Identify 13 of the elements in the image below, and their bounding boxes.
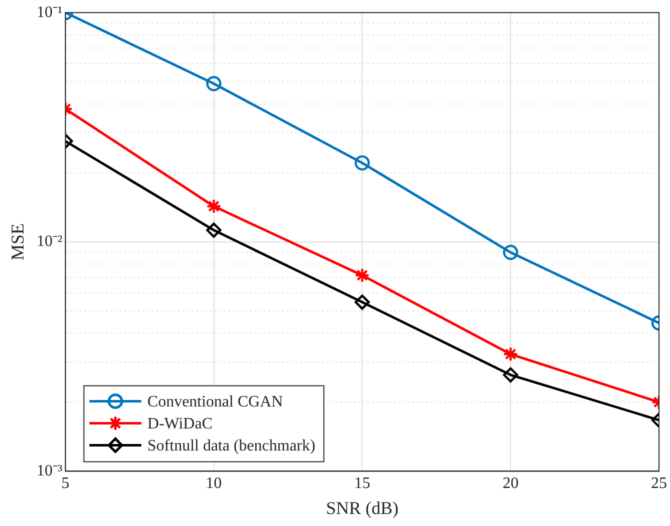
legend-label: D-WiDaC <box>147 415 213 432</box>
legend-label: Softnull data (benchmark) <box>147 437 316 454</box>
x-tick-label: 15 <box>354 475 370 492</box>
x-tick-label: 5 <box>61 475 70 492</box>
x-tick-label: 10 <box>206 475 222 492</box>
y-tick-label: 10⁻¹ <box>36 4 63 21</box>
x-tick-label: 25 <box>651 475 667 492</box>
legend-label: Conventional CGAN <box>147 393 284 410</box>
x-axis-title: SNR (dB) <box>326 498 398 518</box>
y-tick-label: 10⁻² <box>36 233 63 250</box>
y-axis-title: MSE <box>8 223 28 260</box>
y-tick-label: 10⁻³ <box>36 462 63 480</box>
x-tick-label: 20 <box>502 475 519 492</box>
